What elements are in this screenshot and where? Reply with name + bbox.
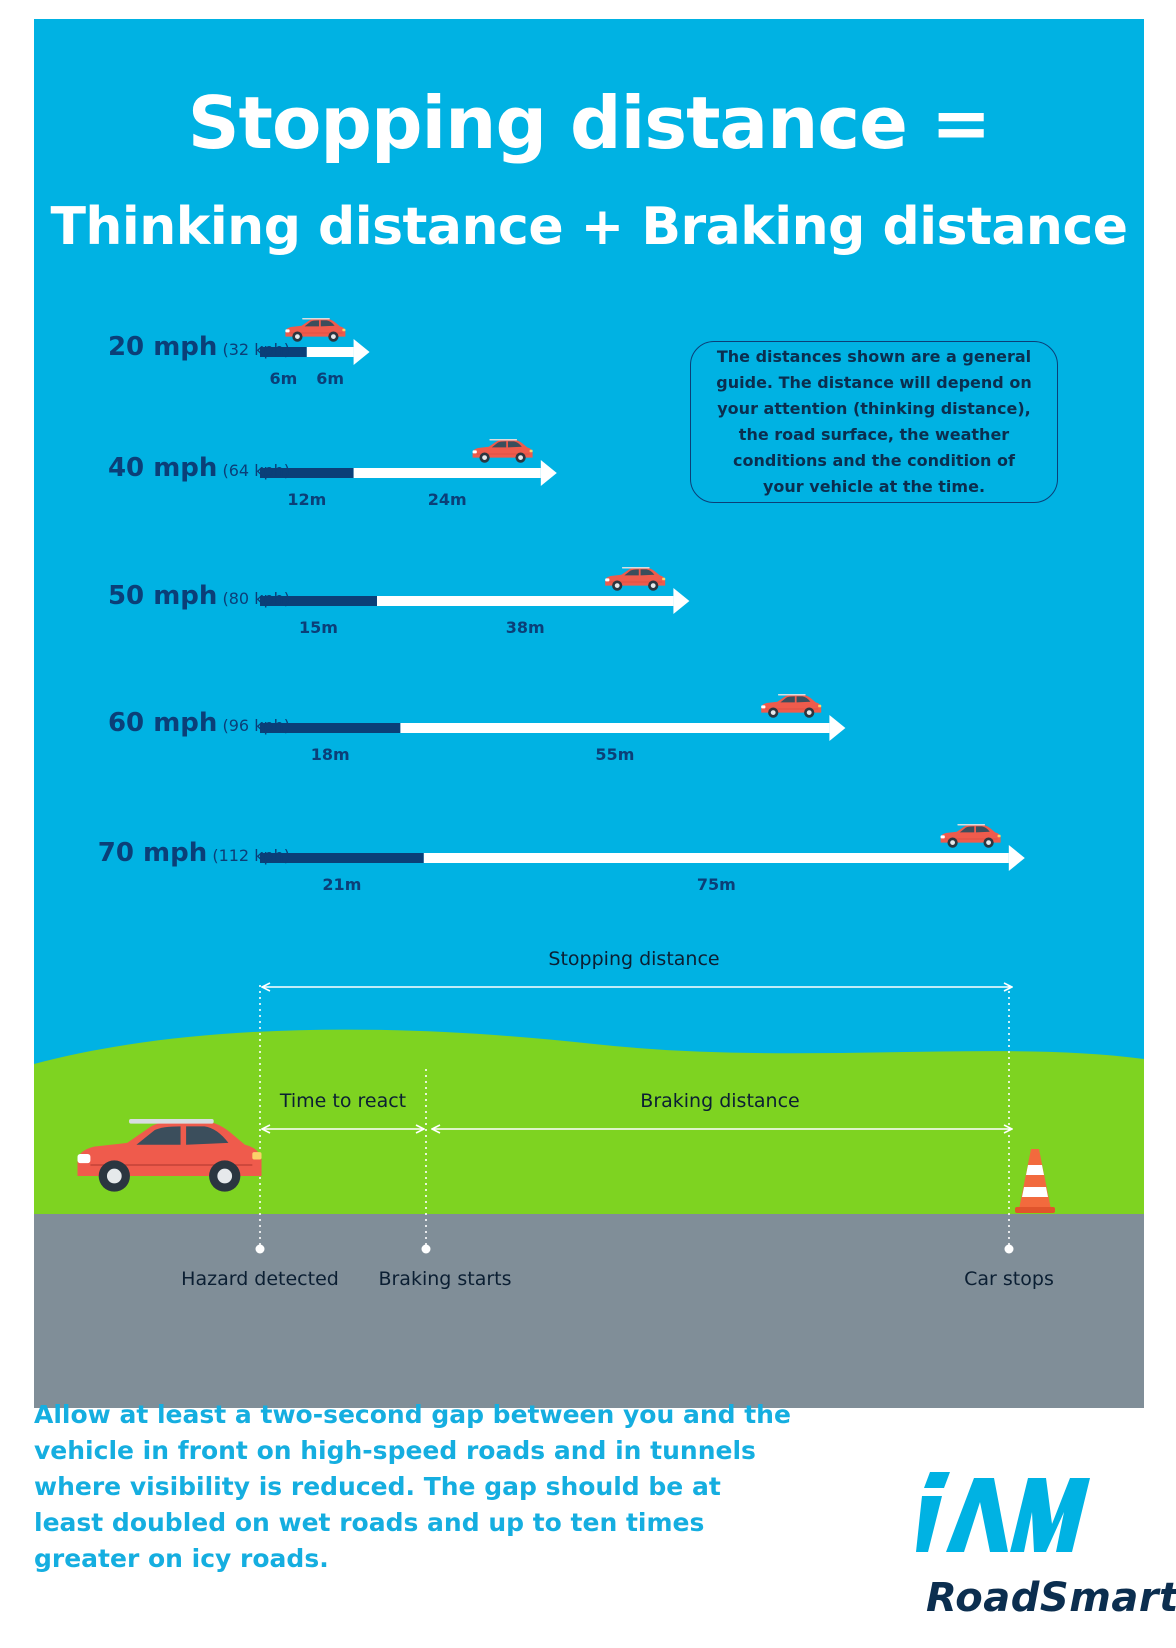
thinking-distance-label: 15m xyxy=(299,618,338,637)
iam-logo-mark xyxy=(916,1472,1090,1552)
thinking-bar-4 xyxy=(260,853,424,863)
traffic-cone-icon xyxy=(1015,1149,1055,1213)
speed-mph: 60 mph xyxy=(107,708,218,738)
braking-bar-2 xyxy=(377,596,674,606)
thinking-bar-3 xyxy=(260,723,401,733)
braking-distance-value-label: 6m xyxy=(316,369,345,388)
braking-bar-3 xyxy=(400,723,830,733)
braking-bar-0 xyxy=(306,347,354,357)
title-line-1: Stopping distance = xyxy=(187,81,992,165)
car-icon xyxy=(285,317,346,343)
speed-kph: (64 kph) xyxy=(217,461,291,480)
roadsmart-wordmark: RoadSmart xyxy=(926,1575,1176,1621)
road-scene xyxy=(34,19,1144,1408)
infographic-panel: Stopping distance = Thinking distance + … xyxy=(34,19,1144,1408)
speed-mph: 70 mph xyxy=(97,838,208,868)
bar-arrowhead-0 xyxy=(353,339,370,365)
car-icon xyxy=(604,566,666,592)
thinking-distance-label: 12m xyxy=(287,490,327,509)
speed-label-4: 70 mph (112 kph) xyxy=(34,838,290,868)
thinking-distance-label: 18m xyxy=(310,745,350,764)
safety-tip: Allow at least a two-second gap between … xyxy=(34,1400,791,1573)
speed-mph: 50 mph xyxy=(107,581,218,611)
speed-label-3: 60 mph (96 kph) xyxy=(34,708,290,738)
braking-bar-4 xyxy=(423,853,1009,863)
time-to-react-label: Time to react xyxy=(279,1090,407,1112)
braking-starts-label: Braking starts xyxy=(378,1268,512,1290)
speed-kph: (32 kph) xyxy=(217,340,291,359)
braking-distance-value-label: 24m xyxy=(427,490,467,509)
bar-arrowhead-4 xyxy=(1008,845,1025,871)
thinking-bar-0 xyxy=(260,347,307,357)
guidance-note: The distances shown are a general guide.… xyxy=(690,341,1058,503)
braking-bar-1 xyxy=(353,468,541,478)
bar-arrowhead-1 xyxy=(540,460,557,486)
bar-arrowhead-2 xyxy=(673,588,690,614)
speed-label-2: 50 mph (80 kph) xyxy=(34,581,290,611)
speed-kph: (112 kph) xyxy=(207,846,290,865)
car-icon xyxy=(940,823,1001,849)
thinking-distance-label: 6m xyxy=(269,369,298,388)
thinking-distance-label: 21m xyxy=(322,875,362,894)
braking-distance-label: Braking distance xyxy=(640,1090,800,1112)
stopping-distance-label: Stopping distance xyxy=(548,948,720,970)
car-icon xyxy=(760,693,822,719)
speed-kph: (96 kph) xyxy=(217,716,291,735)
speed-label-0: 20 mph (32 kph) xyxy=(34,332,290,362)
car-icon xyxy=(472,438,533,464)
car-stops-label: Car stops xyxy=(964,1268,1054,1290)
speed-kph: (80 kph) xyxy=(217,589,291,608)
speed-mph: 20 mph xyxy=(107,332,218,362)
thinking-bar-2 xyxy=(260,596,377,606)
speed-label-1: 40 mph (64 kph) xyxy=(34,453,290,483)
bar-arrowhead-3 xyxy=(829,715,846,741)
braking-distance-value-label: 38m xyxy=(505,618,545,637)
hazard-detected-label: Hazard detected xyxy=(181,1268,339,1290)
stopping-distance-chart xyxy=(260,317,1025,871)
braking-distance-value-label: 55m xyxy=(595,745,635,764)
thinking-bar-1 xyxy=(260,468,354,478)
title-line-2: Thinking distance + Braking distance xyxy=(50,197,1128,257)
speed-mph: 40 mph xyxy=(107,453,218,483)
braking-distance-value-label: 75m xyxy=(696,875,736,894)
